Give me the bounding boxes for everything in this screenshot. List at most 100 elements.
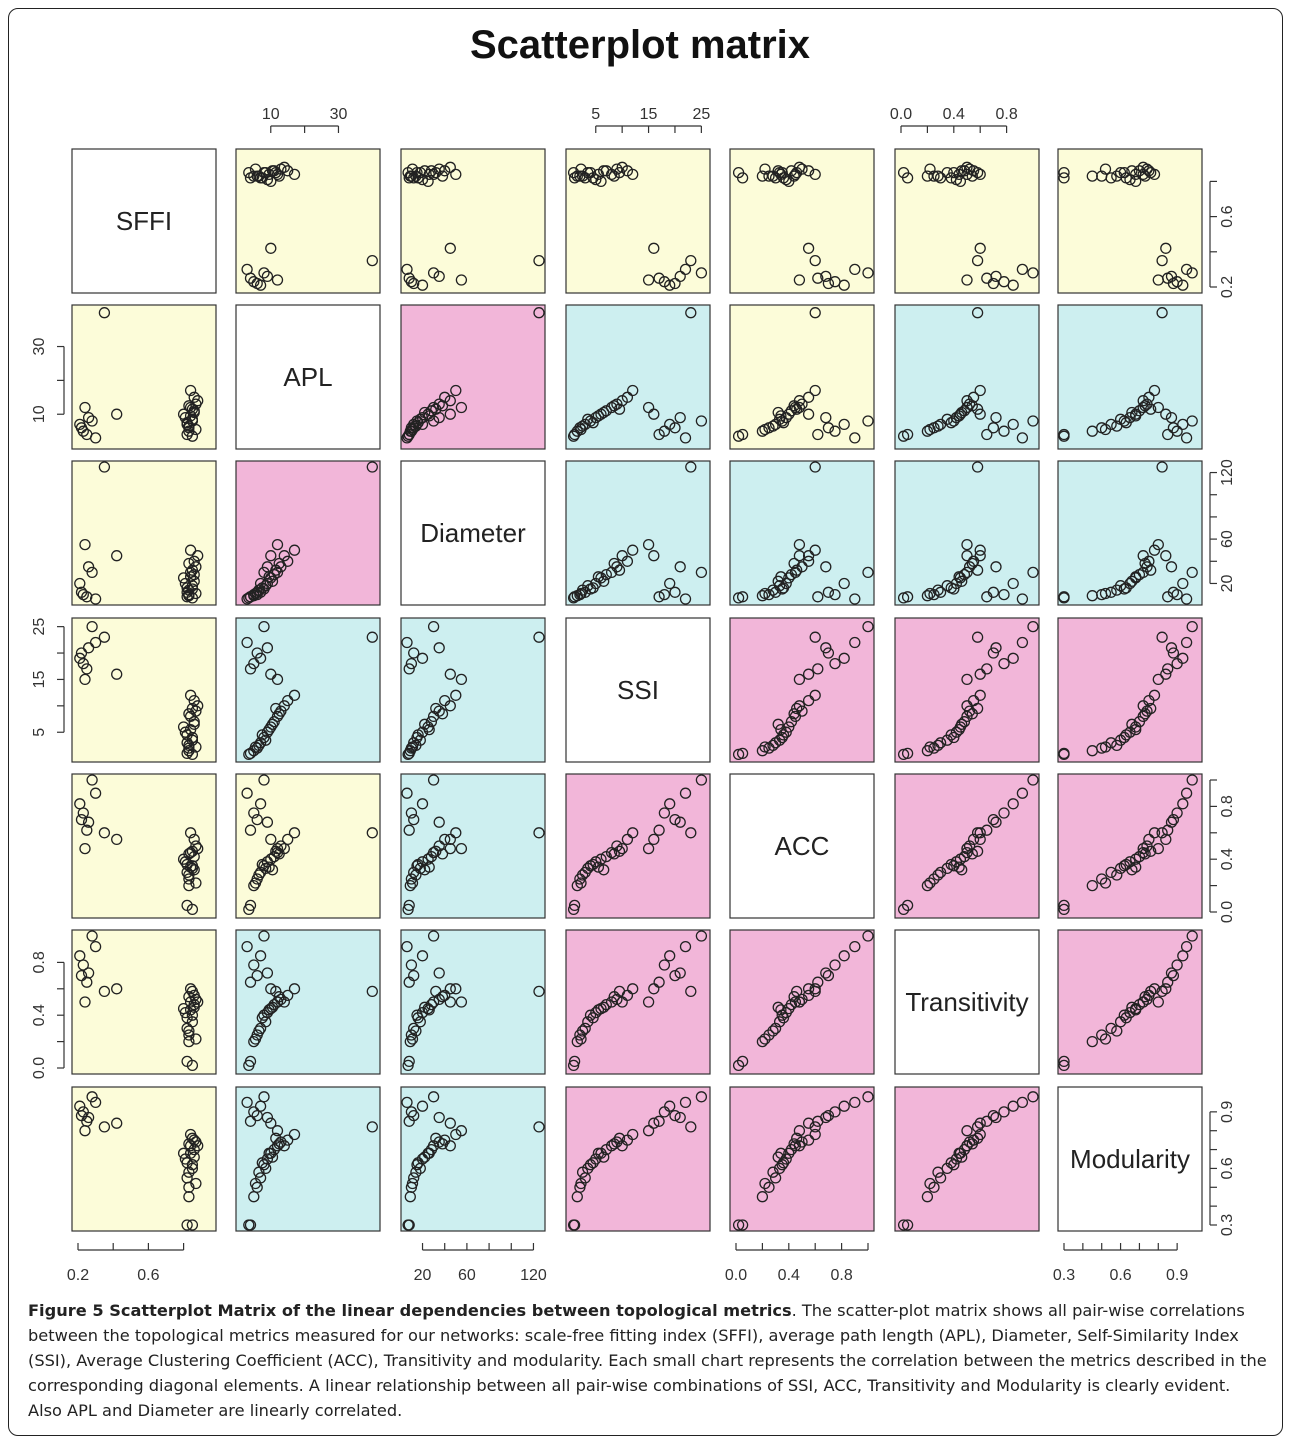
data-point — [444, 161, 456, 173]
data-point — [928, 1181, 940, 1193]
data-point — [820, 270, 832, 283]
data-point — [809, 168, 821, 181]
data-point — [956, 718, 968, 730]
data-point — [179, 726, 192, 738]
data-point — [1162, 428, 1174, 441]
data-point — [241, 636, 253, 649]
data-point — [261, 816, 274, 828]
data-point — [98, 461, 111, 473]
data-point — [258, 267, 270, 279]
data-point — [1186, 267, 1198, 279]
data-point — [924, 741, 936, 753]
data-point — [791, 1132, 803, 1144]
data-point — [181, 1157, 193, 1169]
panel-ssi-modularity — [1057, 617, 1203, 763]
data-point — [427, 930, 440, 942]
data-point — [897, 1219, 910, 1231]
data-point — [401, 636, 413, 649]
data-point — [177, 1147, 190, 1159]
data-point — [260, 1016, 272, 1028]
data-point — [190, 561, 202, 573]
panel-background — [729, 1086, 875, 1232]
data-point — [433, 163, 445, 175]
data-point — [924, 1177, 936, 1190]
data-point — [254, 279, 267, 291]
data-point — [184, 384, 197, 397]
data-point — [600, 568, 612, 581]
data-point — [1118, 1009, 1130, 1021]
data-point — [627, 827, 639, 839]
data-point — [1016, 1096, 1029, 1109]
data-point — [263, 861, 275, 873]
data-point — [1099, 587, 1112, 600]
data-point — [974, 168, 986, 181]
data-point — [772, 406, 784, 419]
data-point — [177, 572, 190, 584]
panel-background — [400, 1086, 546, 1232]
data-point — [181, 428, 193, 441]
data-point — [1139, 400, 1151, 412]
data-point — [759, 1177, 771, 1190]
data-point — [567, 1059, 580, 1072]
data-point — [416, 418, 429, 431]
data-point — [270, 166, 282, 179]
data-point — [575, 423, 587, 436]
data-point — [773, 1162, 786, 1175]
panel-background — [729, 148, 875, 294]
data-point — [249, 877, 262, 889]
data-point — [366, 827, 378, 839]
data-point — [1180, 787, 1193, 799]
data-point — [664, 577, 676, 590]
data-point — [809, 689, 821, 701]
data-point — [1114, 580, 1127, 592]
data-point — [653, 272, 665, 284]
data-point — [86, 415, 98, 427]
data-point — [921, 425, 934, 437]
data-point — [674, 816, 686, 828]
data-point — [444, 1117, 456, 1129]
data-point — [829, 425, 841, 437]
tick-label: 0.6 — [137, 1267, 159, 1284]
panel-background — [894, 460, 1040, 606]
data-point — [642, 842, 655, 855]
data-point — [568, 899, 581, 912]
data-point — [627, 983, 639, 995]
data-point — [184, 689, 197, 701]
data-point — [181, 858, 193, 871]
panel-ssi-diameter — [400, 617, 546, 763]
panel-modularity-modularity: Modularity — [1057, 1086, 1203, 1232]
data-point — [592, 571, 605, 583]
data-point — [809, 544, 821, 556]
data-point — [261, 1111, 274, 1124]
data-point — [820, 1111, 832, 1124]
data-point — [950, 856, 963, 868]
data-point — [756, 425, 769, 437]
data-point — [254, 652, 267, 664]
tick-label: 0.4 — [1219, 848, 1236, 870]
data-point — [802, 408, 815, 420]
data-point — [648, 242, 660, 254]
data-point — [1137, 842, 1149, 855]
tick-label: 0.4 — [943, 106, 965, 123]
data-point — [181, 1219, 193, 1231]
panel-grid: SFFI APL Diameter SSI ACC Transitivity Modular… — [71, 148, 1203, 1232]
data-point — [450, 168, 462, 181]
data-point — [533, 827, 545, 839]
data-point — [186, 1132, 199, 1144]
data-point — [954, 408, 967, 420]
data-point — [642, 538, 655, 551]
data-point — [732, 1219, 745, 1231]
data-point — [265, 550, 277, 562]
data-point — [981, 428, 993, 441]
data-point — [838, 418, 850, 431]
data-point — [664, 1100, 676, 1112]
data-point — [241, 940, 253, 953]
data-point — [79, 673, 91, 686]
tick-label: 0.0 — [1219, 901, 1236, 923]
data-point — [192, 842, 204, 855]
data-point — [653, 824, 665, 836]
data-point — [278, 550, 290, 562]
data-point — [74, 950, 86, 962]
data-point — [664, 798, 676, 810]
panel-background — [235, 929, 381, 1075]
